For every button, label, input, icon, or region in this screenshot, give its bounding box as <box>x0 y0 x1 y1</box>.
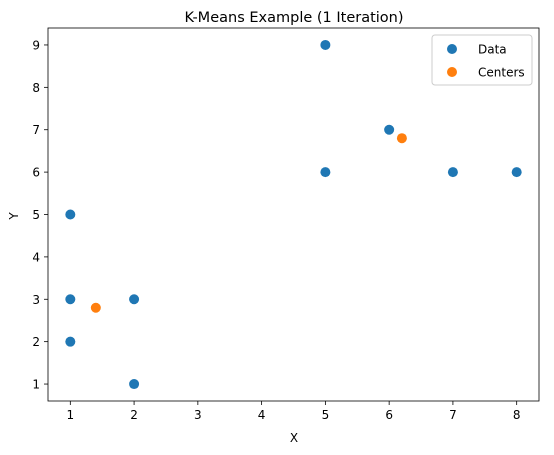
axis-ticks: 1 2 3 4 5 6 7 8 1 2 3 4 5 6 7 8 9 <box>32 38 520 422</box>
x-tick-label: 1 <box>66 408 74 422</box>
chart-title: K-Means Example (1 Iteration) <box>184 10 403 26</box>
data-point <box>447 167 458 178</box>
data-point <box>129 379 140 390</box>
y-tick-label: 9 <box>32 38 40 52</box>
y-tick-label: 1 <box>32 378 40 392</box>
x-tick-label: 4 <box>258 408 266 422</box>
legend-marker-centers <box>447 67 457 77</box>
x-axis-label: X <box>290 431 298 445</box>
legend-label-data: Data <box>478 43 507 57</box>
y-tick-label: 5 <box>32 208 40 222</box>
data-point <box>65 209 76 220</box>
data-point <box>511 167 522 178</box>
legend-marker-data <box>447 44 457 54</box>
data-point <box>320 167 331 178</box>
centers-point <box>90 302 101 313</box>
plot-area <box>48 28 539 401</box>
data-point <box>384 124 395 135</box>
data-point <box>65 294 76 305</box>
data-points <box>65 39 522 390</box>
x-tick-label: 3 <box>194 408 202 422</box>
legend-label-centers: Centers <box>478 66 525 80</box>
centers-point <box>396 133 407 144</box>
data-point <box>320 39 331 50</box>
y-tick-label: 2 <box>32 335 40 349</box>
y-tick-label: 3 <box>32 293 40 307</box>
x-tick-label: 2 <box>130 408 138 422</box>
x-tick-label: 7 <box>449 408 457 422</box>
x-tick-label: 5 <box>322 408 330 422</box>
data-point <box>65 336 76 347</box>
x-tick-label: 8 <box>513 408 521 422</box>
y-axis-label: Y <box>7 212 21 221</box>
y-tick-label: 8 <box>32 81 40 95</box>
legend-box <box>431 34 533 86</box>
y-tick-label: 4 <box>32 250 40 264</box>
plot-frame <box>47 27 540 402</box>
y-tick-label: 7 <box>32 123 40 137</box>
legend: Data Centers <box>431 34 533 86</box>
x-tick-label: 6 <box>385 408 393 422</box>
y-tick-label: 6 <box>32 166 40 180</box>
data-point <box>129 294 140 305</box>
